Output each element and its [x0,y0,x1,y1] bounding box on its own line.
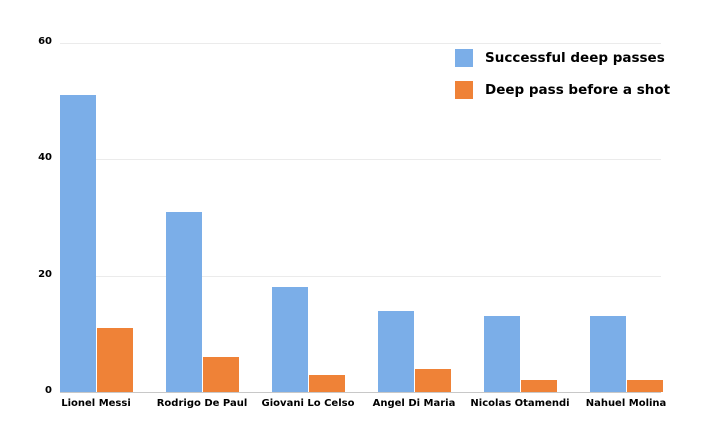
x-tick-label: Rodrigo De Paul [156,398,248,409]
legend-label: Successful deep passes [485,50,665,66]
x-tick-label: Nahuel Molina [585,398,667,409]
bar [415,368,451,392]
bar [203,357,239,392]
legend-label: Deep pass before a shot [485,82,671,98]
legend-item-deep-pass-before-shot: Deep pass before a shot [455,80,670,100]
bar [97,328,133,392]
y-tick-label: 20 [38,269,52,280]
bar [272,287,308,392]
bar [378,310,414,392]
bar [484,316,520,392]
gridline [60,159,661,160]
bar [590,316,626,392]
legend-swatch [455,49,473,67]
x-axis-line [60,392,661,393]
bar [521,380,557,392]
bar [627,380,663,392]
x-tick-label: Angel Di Maria [372,398,456,409]
gridline [60,43,661,44]
gridline [60,276,661,277]
bar [309,374,345,392]
y-tick-label: 0 [45,385,52,396]
legend-item-successful-deep-passes: Successful deep passes [455,48,670,68]
x-tick-label: Lionel Messi [61,398,131,409]
y-tick-label: 60 [38,36,52,47]
bar [60,95,96,392]
bar [166,211,202,392]
legend-swatch [455,81,473,99]
x-tick-label: Giovani Lo Celso [261,398,355,409]
y-tick-label: 40 [38,152,52,163]
legend: Successful deep passes Deep pass before … [455,48,670,112]
x-tick-label: Nicolas Otamendi [470,398,570,409]
